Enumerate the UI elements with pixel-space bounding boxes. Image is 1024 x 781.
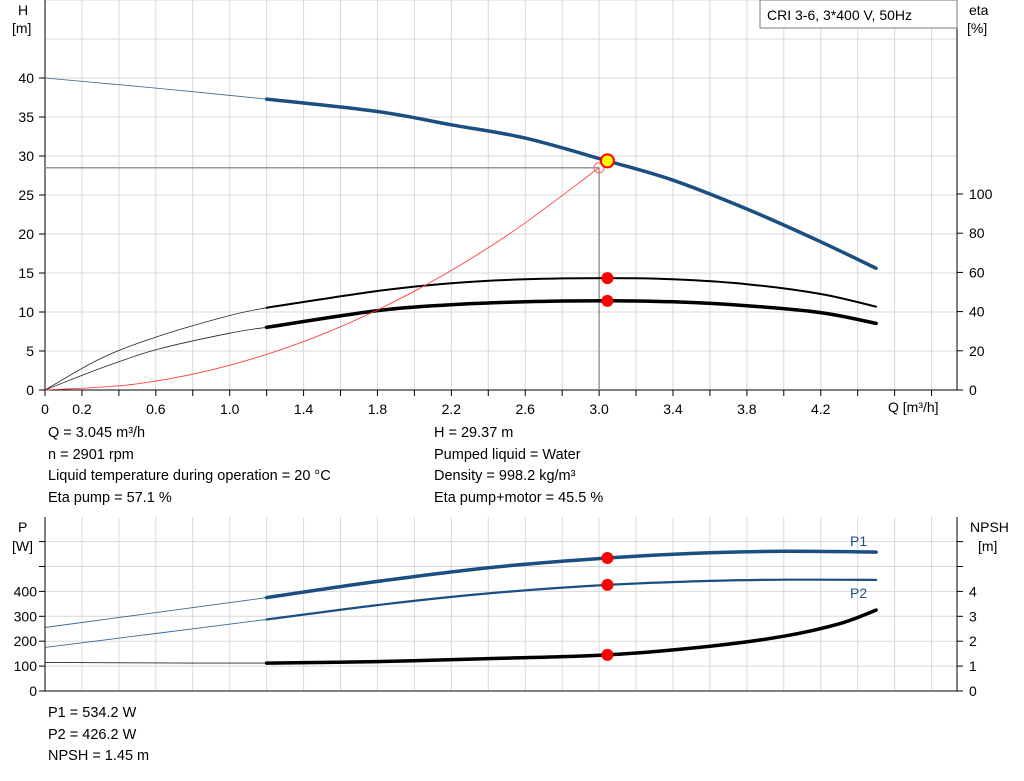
- y-right-tick-label: 4: [969, 583, 977, 599]
- info-n: n = 2901 rpm: [48, 446, 134, 463]
- x-tick-label: 1.4: [294, 401, 314, 417]
- duty-point-p2: [601, 578, 614, 591]
- info-temperature: Liquid temperature during operation = 20…: [48, 468, 331, 484]
- y-right-tick-label: 0: [969, 683, 977, 699]
- y-right-label-top: eta: [969, 2, 989, 18]
- curve-eta-pump-motor-extension: [44, 326, 267, 391]
- duty-point-eta-pump: [601, 272, 614, 285]
- curve-eta-pump: [265, 277, 878, 309]
- y-right-tick-label: 40: [969, 304, 985, 320]
- info-p1: P1 = 534.2 W: [48, 705, 137, 721]
- legend-box: CRI 3-6, 3*400 V, 50Hz: [759, 0, 958, 29]
- y-left-tick-label: 15: [18, 265, 34, 281]
- curve-npsh-extension: [44, 661, 267, 664]
- y-left-tick-label: 10: [18, 304, 34, 320]
- y-left-tick-label: 25: [18, 187, 34, 203]
- y-left-tick-label: 100: [14, 658, 38, 674]
- info-eta-total: Eta pump+motor = 45.5 %: [434, 489, 604, 506]
- info-npsh: NPSH = 1.45 m: [48, 748, 150, 764]
- requested-point-marker: [593, 162, 605, 174]
- curve-H-extension: [44, 77, 267, 100]
- x-tick-label: 3.8: [737, 401, 757, 417]
- x-tick-label: 1.0: [220, 401, 240, 417]
- info-top-left: Q = 3.045 m³/h n = 2901 rpm Liquid tempe…: [48, 423, 331, 509]
- y-left-tick-label: 200: [14, 633, 38, 649]
- curve-H: [264, 97, 878, 271]
- info-q: Q = 3.045 m³/h: [48, 425, 146, 441]
- y-left-tick-label: 30: [18, 148, 34, 164]
- x-tick-label: 0.2: [72, 401, 92, 417]
- x-axis-label: Q [m³/h]: [888, 399, 939, 415]
- y-left-tick-label: 400: [14, 583, 38, 599]
- y-left-tick-label: 300: [14, 608, 38, 624]
- power-npsh-chart: 0 100 200 300 400 0 1 2 3 4: [14, 517, 977, 699]
- y-right-tick-label: 100: [969, 186, 993, 202]
- y-left-unit-top: [m]: [12, 20, 31, 36]
- y-right-tick-label: 20: [969, 343, 985, 359]
- info-liquid: Pumped liquid = Water: [434, 446, 581, 463]
- y-left-tick-label: 35: [18, 109, 34, 125]
- y-left-label-bottom: P: [18, 519, 27, 535]
- series-label-p1: P1: [850, 533, 867, 549]
- y-left-tick-label: 0: [29, 683, 37, 699]
- y-right-tick-label: 2: [969, 633, 977, 649]
- curve-p1-extension: [44, 597, 267, 628]
- y-right-tick-label: 0: [969, 382, 977, 398]
- y-left-tick-label: 0: [26, 382, 34, 398]
- info-density: Density = 998.2 kg/m³: [434, 468, 576, 484]
- x-tick-label: 4.2: [811, 401, 831, 417]
- curve-eta-pump-extension: [44, 307, 267, 391]
- info-bottom: P1 = 534.2 W P2 = 426.2 W NPSH = 1.45 m: [48, 703, 149, 768]
- y-right-unit-bottom: [m]: [978, 538, 997, 554]
- info-eta-pump: Eta pump = 57.1 %: [48, 489, 172, 506]
- x-tick-label: 3.4: [663, 401, 683, 417]
- y-left-label-top: H: [18, 2, 28, 18]
- y-right-unit-top: [%]: [967, 20, 987, 36]
- info-p2: P2 = 426.2 W: [48, 726, 137, 743]
- duty-point-head: [599, 153, 615, 169]
- x-tick-label: 0.6: [146, 401, 166, 417]
- x-tick-label: 2.2: [442, 401, 462, 417]
- head-efficiency-chart: 0 0.2 0.6 1.0 1.4 1.8 2.2 2.6 3.0 3.4 3.8 4.2 0 5 10 15…: [18, 0, 993, 417]
- curve-p2-extension: [44, 619, 267, 648]
- curve-eta-pump-motor: [264, 299, 878, 330]
- curve-p1: [264, 549, 878, 600]
- y-right-label-bottom: NPSH: [970, 519, 1009, 535]
- y-right-tick-label: 3: [969, 608, 977, 624]
- legend-box-text: CRI 3-6, 3*400 V, 50Hz: [767, 7, 912, 23]
- y-left-unit-bottom: [W]: [12, 538, 33, 554]
- x-tick-label: 0: [41, 401, 49, 417]
- y-right-tick-label: 1: [969, 658, 977, 674]
- duty-point-p1: [601, 551, 614, 564]
- duty-point-npsh: [601, 648, 614, 661]
- y-right-tick-label: 80: [969, 225, 985, 241]
- system-curve: [44, 167, 600, 391]
- info-h: H = 29.37 m: [434, 425, 514, 441]
- y-left-tick-label: 20: [18, 226, 34, 242]
- y-right-tick-label: 60: [969, 264, 985, 280]
- x-tick-label: 1.8: [368, 401, 388, 417]
- series-label-p2: P2: [850, 585, 867, 601]
- y-left-tick-label: 5: [26, 343, 34, 359]
- curve-npsh: [264, 608, 878, 665]
- duty-point-eta-total: [601, 294, 614, 307]
- x-tick-label: 2.6: [515, 401, 535, 417]
- y-left-tick-label: 40: [18, 70, 34, 86]
- x-tick-label: 3.0: [589, 401, 609, 417]
- info-top-right: H = 29.37 m Pumped liquid = Water Densit…: [434, 423, 603, 509]
